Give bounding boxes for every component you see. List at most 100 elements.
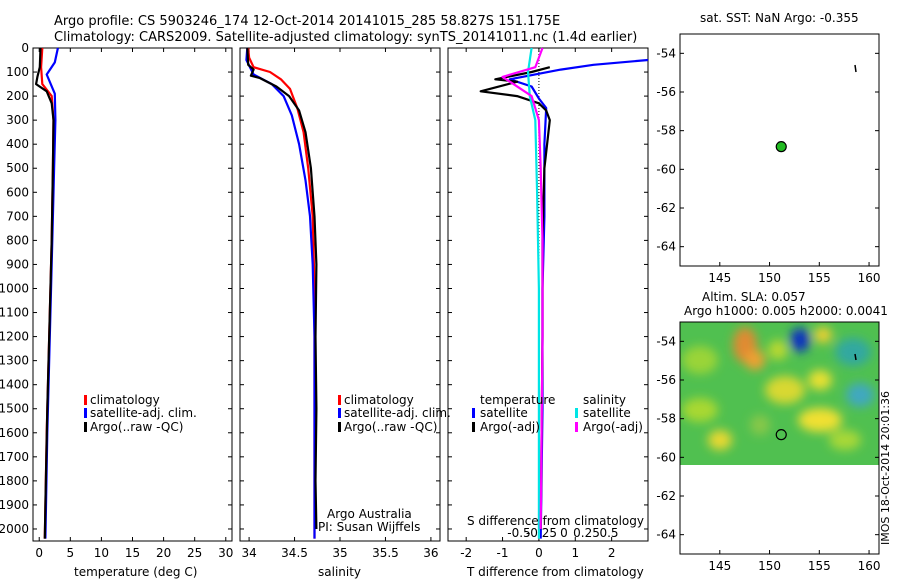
sla-patch [835,338,871,366]
series-line-s-satellite [526,47,541,539]
y-tick-label: 0 [21,41,29,55]
y-tick-label: 600 [6,185,29,199]
series-line-s-argo-adj [501,47,544,530]
map-x-tick-label: 145 [708,559,731,573]
legend-swatch-t-argo [472,422,475,432]
argo-position-marker [775,429,787,441]
map-y-tick-label: -56 [656,373,676,387]
map-x-tick-label: 160 [858,559,881,573]
legend-label-climatology: climatology [344,393,414,407]
legend-swatch-s-satellite [575,408,578,418]
y-tick-label: 800 [6,233,29,247]
difference-xlabel: T difference from climatology [466,565,644,579]
x-top-tick-label: 0 [560,526,568,540]
series-line-t-satellite [508,58,649,539]
legend-swatch-s-argo [575,422,578,432]
legend-swatch-climatology [84,395,87,405]
y-tick-label: 1400 [0,378,29,392]
x-top-tick-label: 0.25 [573,526,600,540]
sla-map-title-2: Argo h1000: 0.005 h2000: 0.0041 [684,304,888,318]
sla-heatmap [680,322,879,465]
map-x-tick-label: 150 [758,559,781,573]
y-tick-label: 1600 [0,426,29,440]
x-tick-label: 1 [571,546,579,560]
difference-axes-frame [447,47,649,542]
y-tick-label: 700 [6,209,29,223]
y-tick-label: 300 [6,113,29,127]
legend-label-s-argo: Argo(-adj) [583,420,643,434]
y-tick-label: 1500 [0,402,29,416]
map-y-tick-label: -64 [656,240,676,254]
sla-patch [814,327,832,343]
legend-swatch-satellite [84,408,87,418]
legend-label-s-satellite: satellite [583,406,631,420]
sla-patch [765,376,805,404]
sla-patch [682,398,718,422]
series-line-argo-raw-qc [34,47,55,539]
temperature-xlabel: temperature (deg C) [74,565,197,579]
salinity-legend: climatology satellite-adj. clim. Argo(..… [338,393,451,434]
map-x-tick-label: 150 [758,271,781,285]
sla-patch [846,383,874,407]
x-top-tick-label: -0.5 [507,526,530,540]
legend-label-satellite: satellite-adj. clim. [344,406,451,420]
sla-patch [798,408,842,432]
legend-label-argo: Argo(..raw -QC) [344,420,437,434]
difference-panel: -2 -1 0 1 2-0.5-0.25 0 0.25 0.5 T difference fr… [447,47,649,579]
map-x-tick-label: 145 [708,271,731,285]
y-tick-label: 500 [6,161,29,175]
legend-header-salinity: salinity [583,393,626,407]
x-tick-label: -1 [497,546,509,560]
x-tick-label: 30 [218,546,233,560]
legend-swatch-climatology [338,395,341,405]
legend-swatch-t-satellite [472,408,475,418]
map-y-tick-label: -62 [656,489,676,503]
sla-patch [745,350,765,370]
sla-coast-fragment [854,353,857,361]
sla-patch [682,346,718,374]
y-tick-label: 200 [6,89,29,103]
x-tick-label: 34.5 [281,546,308,560]
map-y-tick-label: -58 [656,124,676,138]
y-tick-label: 1200 [0,330,29,344]
difference-legend: temperature salinity satellite Argo(-adj… [472,393,643,434]
sla-patch [750,415,770,435]
map-x-tick-label: 155 [808,559,831,573]
y-tick-label: 1800 [0,474,29,488]
salinity-panel: 34 34.5 35 35.5 36 salinity climatology sate… [239,47,451,579]
sla-patch [790,328,810,352]
y-tick-label: 100 [6,65,29,79]
x-top-tick-label: 0.5 [599,526,618,540]
y-tick-label: 1300 [0,354,29,368]
y-tick-label: 1100 [0,306,29,320]
map-y-tick-label: -60 [656,162,676,176]
map-y-tick-label: -54 [656,334,676,348]
legend-label-satellite: satellite-adj. clim. [90,406,197,420]
sst-map-title: sat. SST: NaN Argo: -0.355 [700,11,859,25]
sst-coast-fragment [854,64,857,73]
map-y-tick-label: -58 [656,412,676,426]
y-tick-label: 1000 [0,281,29,295]
argo-position-marker [775,141,787,153]
y-tick-label: 2000 [0,522,29,536]
sst-map-panel: sat. SST: NaN Argo: -0.355 145 150 155 160 -… [656,11,880,285]
sst-map-frame [679,33,880,267]
temperature-axes-frame [32,47,233,542]
sla-map-title-1: Altim. SLA: 0.057 [702,290,806,304]
series-line-satellite-adj-clim [245,47,316,539]
x-tick-label: 35 [332,546,347,560]
legend-swatch-satellite [338,408,341,418]
y-tick-label: 1700 [0,450,29,464]
header-line-1: Argo profile: CS 5903246_174 12-Oct-2014… [54,14,561,29]
y-tick-label: 1900 [0,498,29,512]
x-tick-label: 15 [125,546,140,560]
legend-label-argo: Argo(..raw -QC) [90,420,183,434]
x-tick-label: 34 [241,546,256,560]
map-y-tick-label: -54 [656,46,676,60]
x-tick-label: 5 [66,546,74,560]
map-x-tick-label: 155 [808,271,831,285]
x-tick-label: -2 [460,546,472,560]
x-tick-label: 10 [94,546,109,560]
legend-label-t-satellite: satellite [480,406,528,420]
